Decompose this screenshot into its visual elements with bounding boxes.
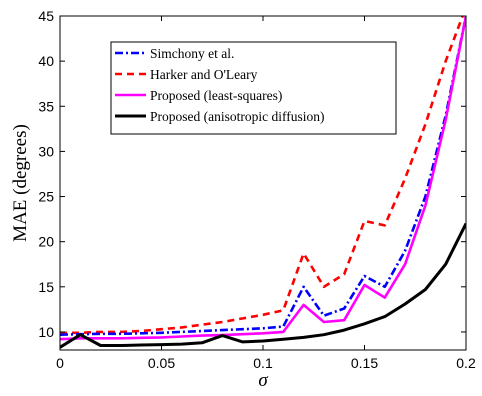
ticks-group: 0 0.05 0.1 0.15 0.2 10 15 20 25 30 35 40 45	[38, 8, 476, 371]
x-tick-label: 0.05	[148, 355, 175, 371]
series-line-3	[60, 16, 466, 341]
y-tick-label: 30	[38, 143, 54, 159]
y-tick-label: 15	[38, 279, 54, 295]
legend-label-2: Harker and O'Leary	[150, 67, 258, 82]
x-tick-label: 0.15	[351, 355, 378, 371]
x-tick-label: 0	[56, 355, 64, 371]
series-line-1	[60, 16, 466, 336]
legend-label-4: Proposed (anisotropic diffusion)	[150, 109, 324, 124]
legend-label-3: Proposed (least-squares)	[150, 88, 282, 103]
y-tick-label: 45	[38, 8, 54, 24]
y-tick-label: 20	[38, 234, 54, 250]
y-tick-label: 35	[38, 98, 54, 114]
x-tick-label: 0.1	[253, 355, 273, 371]
legend-label-1: Simchony et al.	[150, 46, 234, 61]
series-line-4	[60, 222, 466, 349]
y-tick-label: 40	[38, 53, 54, 69]
legend: Simchony et al. Harker and O'Leary Propose…	[110, 41, 397, 135]
series-group	[60, 16, 466, 349]
series-line-2	[60, 16, 465, 335]
y-axis-label: MAE (degrees)	[10, 124, 31, 242]
x-axis-label: σ	[258, 370, 268, 391]
y-tick-label: 25	[38, 189, 54, 205]
legend-box	[110, 41, 397, 135]
y-tick-label: 10	[38, 324, 54, 340]
x-tick-label: 0.2	[456, 355, 476, 371]
